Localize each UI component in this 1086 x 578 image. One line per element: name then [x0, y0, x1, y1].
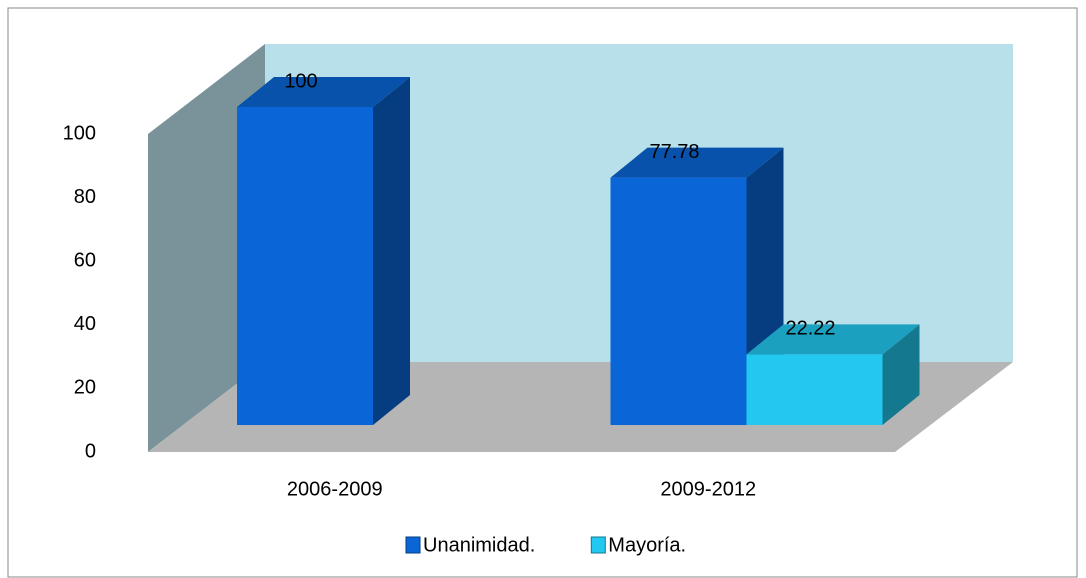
data-label: 22.22 [785, 318, 835, 340]
y-tick-label: 20 [74, 377, 96, 399]
legend-swatch [405, 536, 421, 554]
legend-label: Unanimidad. [423, 534, 535, 556]
bar [237, 77, 410, 425]
legend-label: Mayoría. [608, 534, 686, 556]
bar-side [373, 77, 410, 425]
data-label: 100 [284, 70, 317, 92]
bar-top [237, 77, 410, 107]
y-tick-label: 0 [85, 440, 96, 462]
bar-side [882, 324, 920, 425]
bar-top [746, 324, 920, 355]
x-tick-label: 2006-2009 [287, 478, 383, 500]
x-tick-label: 2009-2012 [660, 478, 756, 500]
y-tick-label: 80 [74, 186, 96, 208]
bar-front [237, 107, 373, 425]
bar-top [610, 147, 784, 178]
y-tick-label: 60 [74, 249, 96, 271]
legend-swatch [590, 536, 606, 554]
side-wall [148, 44, 265, 452]
data-label: 77.78 [649, 141, 699, 163]
bar-front [610, 177, 747, 425]
y-tick-label: 40 [74, 313, 96, 335]
y-tick-label: 100 [63, 122, 96, 144]
bar [746, 324, 920, 425]
bar-front [746, 354, 883, 425]
